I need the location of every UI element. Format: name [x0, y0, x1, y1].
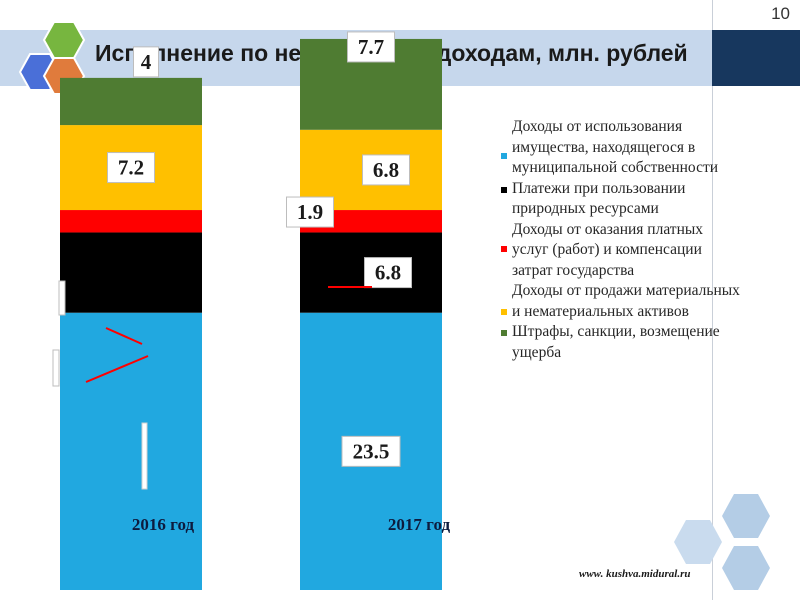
data-label: 6.8 [373, 158, 399, 182]
empty-label-box [52, 349, 60, 387]
legend-item: Штрафы, санкции, возмещение ущерба [500, 322, 740, 363]
category-label: 2017 год [388, 515, 451, 534]
bar-segment [60, 210, 202, 233]
data-label-box [133, 46, 159, 78]
category-label: 2016 год [132, 515, 195, 534]
legend-swatch [501, 330, 507, 336]
data-label-box [364, 257, 412, 289]
deco-hexagon [674, 520, 722, 564]
chart-data-labels: 7.2 4 23.5 6.8 1.9 6.8 7.7 [52, 31, 412, 490]
data-label: 4 [141, 50, 152, 74]
legend-item: Доходы от продажи материальных и нематер… [500, 281, 740, 322]
chart-category-labels: 2016 год 2017 год [132, 515, 451, 534]
leader-line [105, 327, 143, 345]
leader-line [85, 355, 149, 383]
data-label: 6.8 [375, 261, 401, 285]
data-label: 7.2 [118, 156, 144, 180]
bar-segment [60, 77, 202, 126]
data-label-box [362, 154, 410, 186]
legend-item: Доходы от использования имущества, наход… [500, 117, 740, 179]
bar-segment [60, 232, 202, 313]
legend-swatch [501, 153, 507, 159]
legend-label: Штрафы, санкции, возмещение ущерба [512, 323, 720, 361]
chart-bars [60, 38, 442, 590]
footer-url: www. kushva.midural.ru [579, 568, 691, 580]
navy-accent-box [712, 30, 800, 86]
data-label: 1.9 [297, 200, 323, 224]
page-number: 10 [771, 4, 790, 23]
data-label-box [341, 435, 401, 467]
data-label-box [286, 196, 334, 228]
decorative-hexagons-icon [674, 494, 770, 590]
legend-swatch [501, 309, 507, 315]
deco-hexagon [722, 546, 770, 590]
legend-swatch [501, 186, 507, 193]
deco-hexagon [722, 494, 770, 538]
hexagon-logo-icon [18, 21, 86, 95]
empty-label-box [58, 280, 66, 316]
data-label-box [347, 31, 395, 63]
bar-segment [300, 210, 442, 233]
bar-segment [60, 312, 202, 590]
legend-swatch [501, 245, 507, 252]
data-label-box [107, 152, 155, 184]
legend-label: Доходы от продажи материальных и нематер… [512, 282, 740, 320]
empty-label-box [141, 422, 148, 490]
data-label: 7.7 [358, 35, 384, 59]
data-label: 23.5 [353, 439, 390, 463]
legend-item: Платежи при пользовании природных ресурс… [500, 179, 740, 220]
legend-label: Доходы от использования имущества, наход… [512, 118, 719, 176]
legend-label: Доходы от оказания платных услуг (работ)… [512, 220, 704, 279]
legend-label: Платежи при пользовании природных ресурс… [512, 179, 686, 218]
chart-legend: Доходы от использования имущества, наход… [500, 117, 740, 363]
legend-item: Доходы от оказания платных услуг (работ)… [500, 220, 740, 282]
